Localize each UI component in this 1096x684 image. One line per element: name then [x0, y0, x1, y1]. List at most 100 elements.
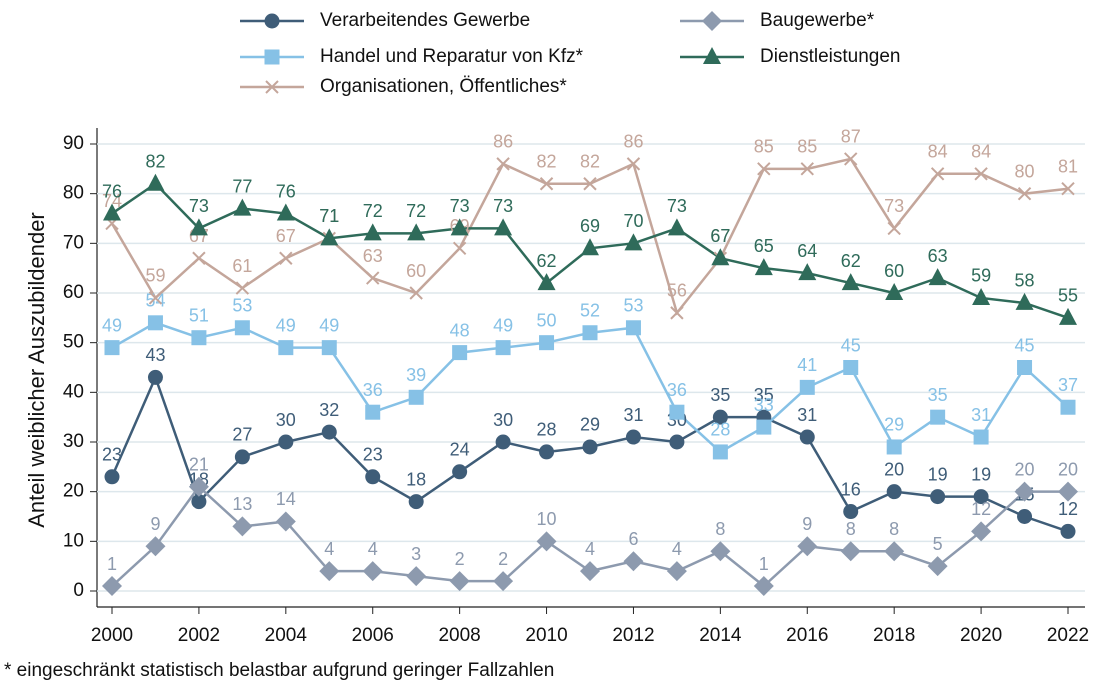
data-point	[537, 273, 556, 291]
data-point	[449, 571, 470, 592]
value-label: 54	[145, 291, 165, 311]
value-label: 67	[710, 226, 730, 246]
data-point	[321, 340, 337, 356]
value-label: 24	[450, 440, 470, 460]
data-point	[191, 330, 207, 346]
value-label: 19	[971, 464, 991, 484]
value-label: 85	[754, 137, 774, 157]
data-point	[712, 409, 728, 425]
data-point	[234, 449, 250, 465]
x-tick-label: 2012	[612, 625, 654, 646]
data-point	[408, 494, 424, 510]
value-label: 73	[189, 196, 209, 216]
value-label: 21	[189, 454, 209, 474]
data-point	[362, 561, 383, 582]
data-point	[624, 233, 643, 251]
value-label: 71	[319, 206, 339, 226]
data-point	[452, 464, 468, 480]
value-label: 52	[580, 300, 600, 320]
data-point	[539, 177, 554, 191]
y-tick-label: 80	[63, 183, 84, 204]
value-label: 53	[232, 296, 252, 316]
value-label: 12	[1058, 499, 1078, 519]
data-point	[886, 439, 902, 455]
data-point	[1060, 399, 1076, 415]
value-label: 1	[759, 554, 769, 574]
data-point	[930, 489, 946, 505]
value-label: 9	[802, 514, 812, 534]
data-point	[189, 218, 208, 236]
value-label: 12	[971, 499, 991, 519]
data-point	[232, 516, 253, 537]
data-point	[1058, 481, 1078, 502]
x-tick-label: 2010	[525, 625, 567, 646]
value-label: 36	[363, 380, 383, 400]
data-point	[366, 271, 380, 285]
data-point	[927, 556, 948, 577]
value-label: 6	[628, 529, 638, 549]
value-label: 53	[623, 296, 643, 316]
data-point	[973, 429, 989, 445]
data-point	[493, 571, 514, 592]
data-point	[711, 248, 730, 266]
data-point	[191, 494, 207, 510]
data-point	[145, 536, 166, 557]
data-point	[1017, 509, 1033, 524]
legend-marker	[264, 49, 280, 65]
value-label: 20	[1015, 459, 1035, 479]
value-label: 59	[145, 266, 165, 286]
value-label: 73	[667, 196, 687, 216]
value-label: 35	[928, 385, 948, 405]
value-label: 50	[537, 310, 557, 330]
x-tick-label: 2004	[265, 625, 308, 646]
x-tick-label: 2008	[438, 625, 480, 646]
data-point	[147, 369, 163, 385]
value-label: 69	[580, 216, 600, 236]
data-point	[625, 429, 641, 445]
value-label: 43	[145, 345, 165, 365]
value-label: 81	[1058, 156, 1078, 176]
x-tick-label: 2002	[178, 625, 220, 646]
data-point	[930, 167, 945, 181]
y-tick-label: 40	[63, 381, 84, 402]
data-point	[103, 203, 121, 221]
value-label: 73	[450, 196, 470, 216]
legend-marker	[264, 13, 280, 29]
data-point	[1059, 307, 1077, 325]
data-point	[884, 541, 905, 562]
value-label: 30	[276, 410, 296, 430]
data-point	[278, 434, 294, 450]
data-point	[450, 218, 469, 236]
value-label: 8	[889, 519, 899, 539]
data-point	[580, 561, 600, 582]
data-point	[974, 167, 988, 181]
value-label: 49	[493, 315, 513, 335]
data-point	[102, 576, 122, 597]
data-point	[754, 258, 773, 276]
value-label: 5	[933, 534, 943, 554]
value-label: 77	[232, 176, 252, 196]
legend-marker	[703, 47, 721, 64]
x-tick-label: 2022	[1047, 625, 1089, 646]
value-label: 31	[971, 405, 991, 425]
data-point	[235, 281, 250, 295]
value-label: 55	[1058, 286, 1078, 306]
legend-label: Baugewerbe*	[760, 10, 875, 31]
x-tick-label: 2014	[699, 625, 742, 646]
value-label: 30	[493, 410, 513, 430]
x-tick-label: 2018	[873, 625, 915, 646]
data-point	[1015, 292, 1034, 310]
data-point	[536, 531, 557, 552]
data-point	[1061, 181, 1075, 196]
data-point	[971, 521, 992, 542]
data-point	[886, 484, 902, 500]
data-point	[973, 489, 989, 505]
x-tick-label: 2020	[960, 625, 1002, 646]
value-label: 20	[884, 459, 904, 479]
data-point	[1060, 523, 1076, 539]
data-point	[582, 439, 598, 455]
data-point	[407, 223, 426, 241]
value-label: 2	[498, 549, 508, 569]
value-label: 28	[537, 420, 557, 440]
x-tick-label: 2006	[352, 625, 394, 646]
